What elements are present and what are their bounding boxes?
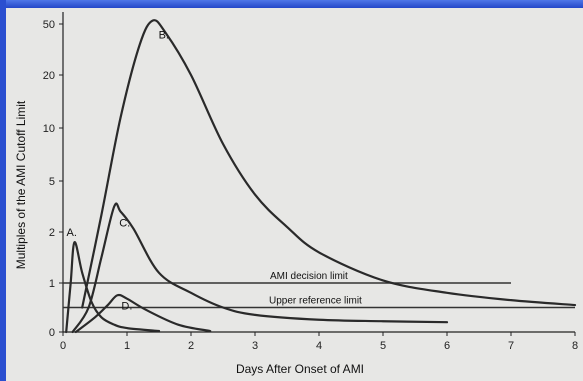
y-tick-label: 50 (43, 19, 55, 31)
x-tick-label: 2 (188, 340, 194, 352)
y-tick-label: 2 (49, 227, 55, 239)
series-curve (81, 19, 577, 309)
x-tick-label: 6 (444, 340, 450, 352)
x-axis-title: Days After Onset of AMI (236, 362, 364, 376)
reference-line-label: AMI decision limit (270, 271, 348, 282)
series-curve (65, 241, 161, 334)
reference-lines: AMI decision limit Upper reference limit (63, 271, 575, 309)
x-tick-label: 7 (508, 340, 514, 352)
series-curve (74, 293, 212, 334)
y-tick-label: 1 (49, 278, 55, 290)
data-curves (65, 19, 577, 334)
x-tick-label: 1 (124, 340, 130, 352)
slide-left-rule (0, 0, 6, 381)
chart-axes: 0 1 2 5 10 20 50 0 1 2 3 4 5 6 7 8 (43, 12, 578, 352)
x-tick-label: 4 (316, 340, 322, 352)
x-tick-label: 0 (60, 340, 66, 352)
x-tick-label: 8 (572, 340, 578, 352)
chart-labels: A. B. C. D. (67, 30, 169, 313)
series-label: B. (159, 30, 169, 42)
y-tick-label: 20 (43, 70, 55, 82)
y-tick-label: 10 (43, 123, 55, 135)
reference-line-label: Upper reference limit (269, 296, 362, 307)
series-label: A. (67, 227, 77, 239)
x-tick-label: 5 (380, 340, 386, 352)
series-curve (71, 202, 449, 334)
y-tick-label: 5 (49, 176, 55, 188)
series-label: D. (121, 300, 132, 312)
x-tick-label: 3 (252, 340, 258, 352)
y-axis-title: Multiples of the AMI Cutoff Limit (14, 100, 28, 269)
slide-top-rule (0, 0, 583, 8)
y-tick-label: 0 (49, 327, 55, 339)
series-label: C. (119, 218, 130, 230)
